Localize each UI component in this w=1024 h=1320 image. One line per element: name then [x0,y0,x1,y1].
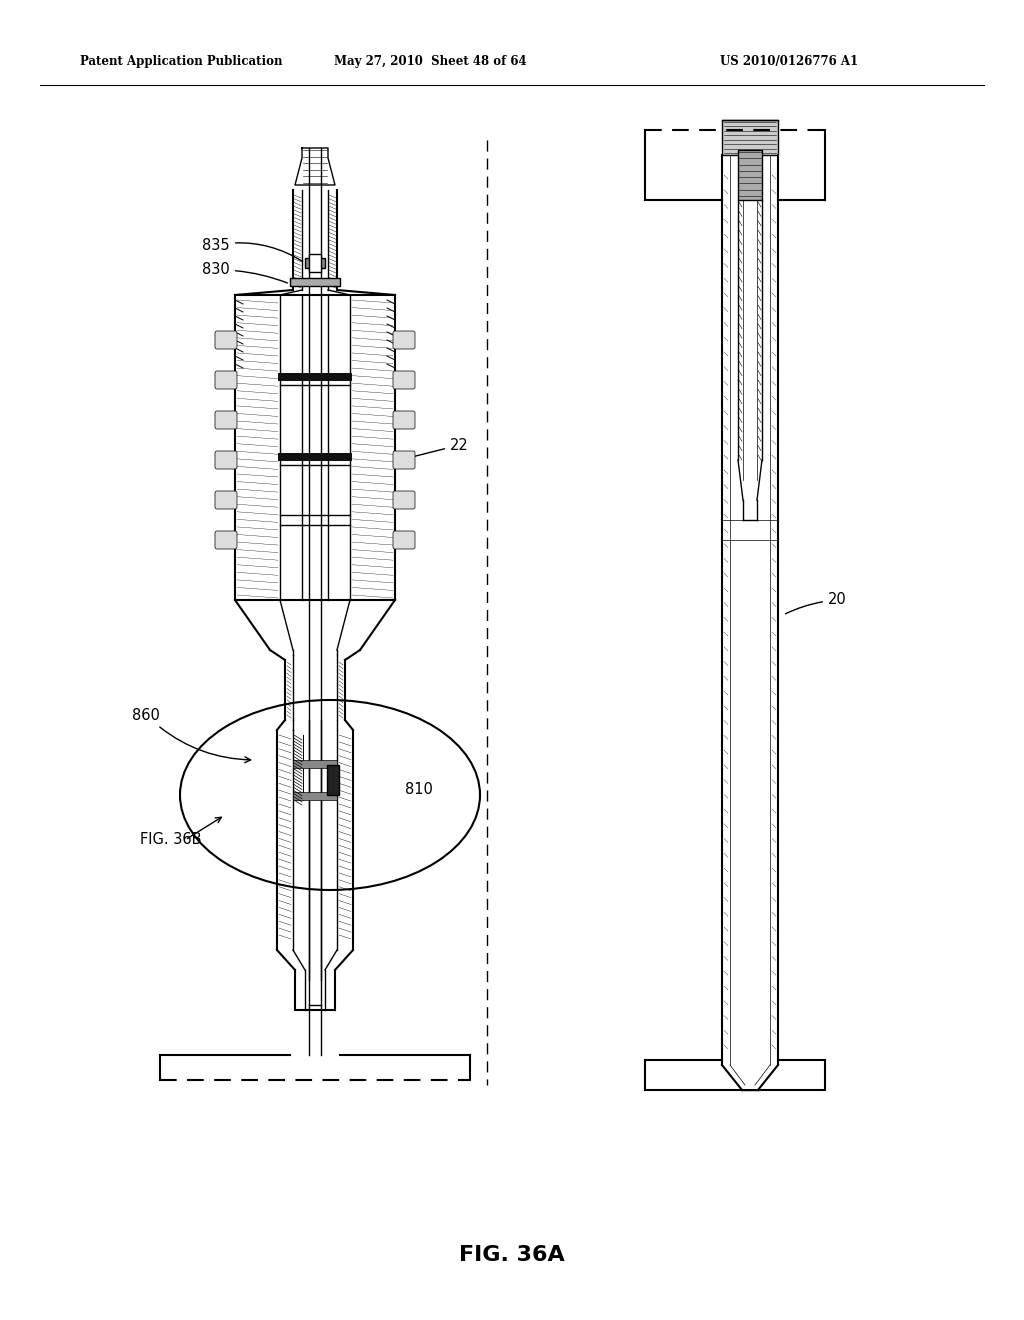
Text: 810: 810 [406,783,433,797]
Bar [738,150,762,201]
Polygon shape [295,148,335,185]
Bar [722,120,778,154]
FancyBboxPatch shape [215,531,237,549]
FancyBboxPatch shape [393,411,415,429]
FancyBboxPatch shape [215,411,237,429]
Text: 830: 830 [203,263,288,282]
FancyBboxPatch shape [215,451,237,469]
Text: FIG. 36A: FIG. 36A [459,1245,565,1265]
Bar [293,760,337,768]
Text: May 27, 2010  Sheet 48 of 64: May 27, 2010 Sheet 48 of 64 [334,55,526,69]
FancyBboxPatch shape [393,331,415,348]
Text: FIG. 36B: FIG. 36B [140,833,202,847]
Bar [293,792,337,800]
Bar [290,279,340,286]
FancyBboxPatch shape [393,371,415,389]
Text: Patent Application Publication: Patent Application Publication [80,55,283,69]
Text: US 2010/0126776 A1: US 2010/0126776 A1 [720,55,858,69]
Bar [305,257,325,268]
FancyBboxPatch shape [393,451,415,469]
Text: 20: 20 [785,593,847,614]
FancyBboxPatch shape [215,331,237,348]
Text: 860: 860 [132,708,251,763]
FancyBboxPatch shape [215,491,237,510]
Bar [309,253,321,272]
Bar [327,766,339,795]
FancyBboxPatch shape [215,371,237,389]
Bar [278,374,352,381]
Text: 835: 835 [203,238,303,261]
FancyBboxPatch shape [393,531,415,549]
FancyBboxPatch shape [393,491,415,510]
Bar [278,453,352,461]
Text: 22: 22 [402,437,469,459]
